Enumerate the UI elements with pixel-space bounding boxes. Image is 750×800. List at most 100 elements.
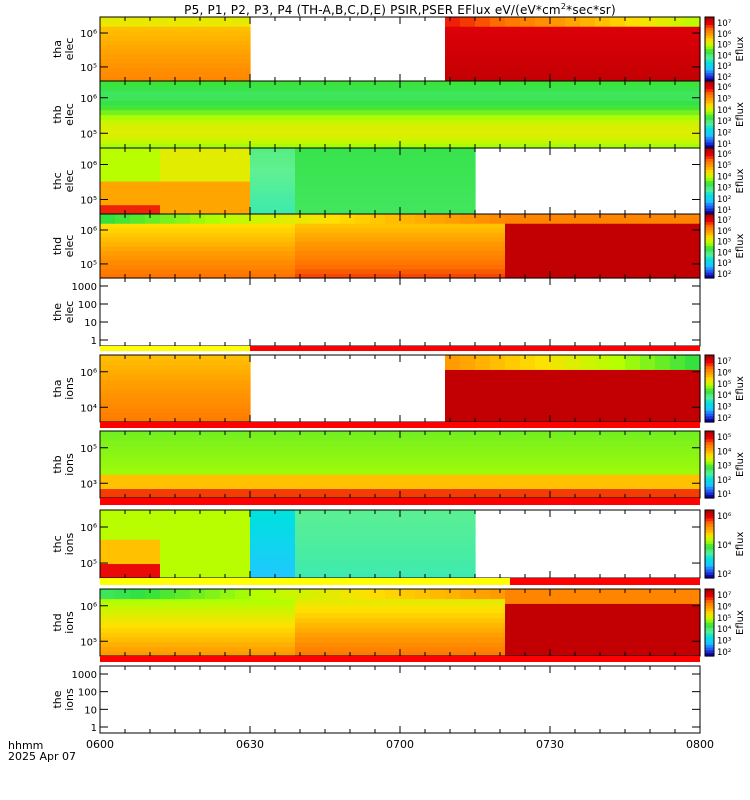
- heatmap-cell: [550, 30, 566, 36]
- heatmap-cell: [580, 636, 596, 643]
- heatmap-cell: [505, 85, 521, 92]
- heatmap-cell: [400, 109, 416, 116]
- heatmap-cell: [535, 90, 551, 96]
- heatmap-cell: [685, 138, 701, 144]
- heatmap-cell: [175, 646, 191, 652]
- heatmap-cell: [430, 589, 446, 595]
- heatmap-cell: [565, 44, 581, 50]
- heatmap-cell: [160, 241, 176, 247]
- heatmap-cell: [160, 157, 176, 163]
- heatmap-cell: [100, 514, 116, 521]
- heatmap-cell: [160, 85, 176, 92]
- heatmap-cell: [130, 199, 146, 206]
- heatmap-cell: [415, 474, 431, 480]
- heatmap-cell: [235, 374, 251, 380]
- heatmap-cell: [625, 223, 641, 229]
- heatmap-cell: [445, 598, 461, 604]
- heatmap-cell: [100, 49, 116, 55]
- heatmap-cell: [175, 71, 191, 78]
- heatmap-cell: [580, 71, 596, 78]
- heatmap-cell: [490, 450, 506, 456]
- heatmap-cell: [565, 627, 581, 633]
- heatmap-cell: [115, 199, 131, 206]
- heatmap-cell: [250, 450, 266, 456]
- heatmap-cell: [535, 49, 551, 55]
- heatmap-cell: [370, 431, 386, 437]
- heatmap-cell: [550, 273, 566, 279]
- heatmap-cell: [190, 593, 206, 600]
- heatmap-cell: [205, 138, 221, 144]
- heatmap-cell: [445, 85, 461, 92]
- heatmap-cell: [505, 608, 521, 614]
- heatmap-cell: [670, 76, 686, 82]
- heatmap-cell: [520, 143, 536, 149]
- heatmap-cell: [490, 76, 506, 82]
- heatmap-cell: [565, 459, 581, 466]
- heatmap-cell: [565, 393, 581, 399]
- colorbar-cell: [705, 605, 714, 610]
- heatmap-cell: [235, 53, 251, 59]
- heatmap-cell: [595, 273, 611, 279]
- colorbar-cell: [705, 227, 714, 231]
- heatmap-cell: [595, 39, 611, 46]
- panel-frame: [99, 665, 701, 734]
- heatmap-cell: [580, 81, 596, 87]
- heatmap-cell: [295, 544, 311, 550]
- heatmap-cell: [130, 273, 146, 279]
- heatmap-cell: [205, 204, 221, 210]
- heatmap-cell: [100, 26, 116, 32]
- heatmap-cell: [220, 71, 236, 78]
- heatmap-cell: [550, 250, 566, 256]
- heatmap-cell: [205, 568, 221, 574]
- heatmap-cell: [565, 450, 581, 456]
- heatmap-cell: [505, 435, 521, 442]
- heatmap-cell: [595, 641, 611, 648]
- heatmap-cell: [415, 250, 431, 256]
- heatmap-cell: [190, 81, 206, 87]
- colorbar-cell: [705, 630, 714, 635]
- heatmap-cell: [460, 190, 476, 196]
- heatmap-cell: [220, 514, 236, 521]
- heatmap-cell: [145, 109, 161, 116]
- heatmap-cell: [100, 250, 116, 256]
- heatmap-cell: [115, 573, 131, 579]
- heatmap-cell: [610, 374, 626, 380]
- heatmap-cell: [325, 268, 341, 275]
- heatmap-cell: [325, 548, 341, 555]
- heatmap-cell: [625, 641, 641, 648]
- heatmap-cell: [550, 445, 566, 451]
- heatmap-cell: [520, 431, 536, 437]
- heatmap-cell: [130, 568, 146, 574]
- heatmap-cell: [505, 632, 521, 638]
- heatmap-cell: [145, 539, 161, 545]
- heatmap-cell: [310, 445, 326, 451]
- colorbar-cell: [705, 622, 714, 626]
- heatmap-cell: [235, 598, 251, 604]
- heatmap-cell: [115, 204, 131, 210]
- heatmap-cell: [655, 250, 671, 256]
- heatmap-cell: [685, 593, 701, 600]
- colorbar-cell: [705, 33, 714, 37]
- heatmap-cell: [130, 148, 146, 154]
- heatmap-cell: [100, 622, 116, 628]
- heatmap-cell: [670, 119, 686, 125]
- heatmap-cell: [505, 493, 521, 499]
- heatmap-cell: [160, 185, 176, 192]
- heatmap-cell: [400, 651, 416, 657]
- heatmap-cell: [280, 104, 296, 111]
- heatmap-cell: [160, 232, 176, 238]
- heatmap-cell: [415, 124, 431, 130]
- heatmap-cell: [205, 148, 221, 154]
- heatmap-cell: [385, 464, 401, 470]
- heatmap-cell: [340, 264, 356, 270]
- heatmap-cell: [520, 227, 536, 233]
- heatmap-cell: [505, 369, 521, 375]
- heatmap-cell: [490, 374, 506, 380]
- date-label: 2025 Apr 07: [8, 750, 77, 763]
- heatmap-cell: [100, 214, 116, 220]
- heatmap-cell: [220, 236, 236, 243]
- heatmap-cell: [145, 39, 161, 46]
- heatmap-cell: [220, 124, 236, 130]
- heatmap-cell: [580, 632, 596, 638]
- heatmap-cell: [115, 598, 131, 604]
